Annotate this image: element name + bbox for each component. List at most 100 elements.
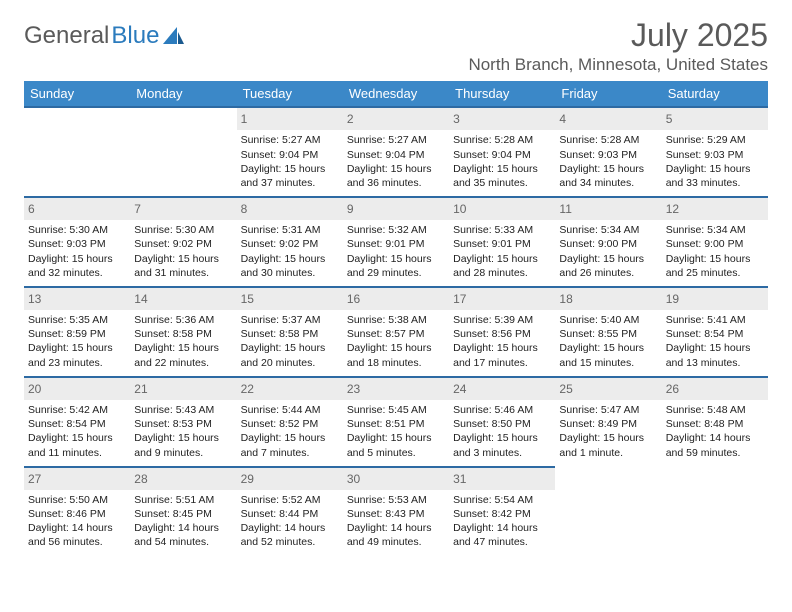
day-number: 9 <box>343 198 449 220</box>
day-details: Sunrise: 5:54 AMSunset: 8:42 PMDaylight:… <box>453 493 551 550</box>
day-details: Sunrise: 5:41 AMSunset: 8:54 PMDaylight:… <box>666 313 764 370</box>
weekday-friday: Friday <box>555 81 661 107</box>
day-details: Sunrise: 5:34 AMSunset: 9:00 PMDaylight:… <box>666 223 764 280</box>
calendar-day-cell: 28 Sunrise: 5:51 AMSunset: 8:45 PMDayligh… <box>130 467 236 556</box>
day-number: 13 <box>24 288 130 310</box>
day-details: Sunrise: 5:32 AMSunset: 9:01 PMDaylight:… <box>347 223 445 280</box>
day-details: Sunrise: 5:30 AMSunset: 9:03 PMDaylight:… <box>28 223 126 280</box>
day-details: Sunrise: 5:50 AMSunset: 8:46 PMDaylight:… <box>28 493 126 550</box>
day-details: Sunrise: 5:48 AMSunset: 8:48 PMDaylight:… <box>666 403 764 460</box>
calendar-day-cell: 15 Sunrise: 5:37 AMSunset: 8:58 PMDayligh… <box>237 287 343 377</box>
day-details: Sunrise: 5:51 AMSunset: 8:45 PMDaylight:… <box>134 493 232 550</box>
day-details: Sunrise: 5:30 AMSunset: 9:02 PMDaylight:… <box>134 223 232 280</box>
day-number: 29 <box>237 468 343 490</box>
day-number: 1 <box>237 108 343 130</box>
calendar-day-cell: 29 Sunrise: 5:52 AMSunset: 8:44 PMDayligh… <box>237 467 343 556</box>
day-number: 28 <box>130 468 236 490</box>
day-number: 26 <box>662 378 768 400</box>
calendar-day-cell: 16 Sunrise: 5:38 AMSunset: 8:57 PMDayligh… <box>343 287 449 377</box>
calendar-day-cell <box>555 467 661 556</box>
day-details: Sunrise: 5:27 AMSunset: 9:04 PMDaylight:… <box>241 133 339 190</box>
day-details: Sunrise: 5:38 AMSunset: 8:57 PMDaylight:… <box>347 313 445 370</box>
calendar-day-cell: 5 Sunrise: 5:29 AMSunset: 9:03 PMDaylight… <box>662 107 768 197</box>
calendar-week-row: 20 Sunrise: 5:42 AMSunset: 8:54 PMDayligh… <box>24 377 768 467</box>
day-details: Sunrise: 5:39 AMSunset: 8:56 PMDaylight:… <box>453 313 551 370</box>
logo-sail-icon <box>163 27 185 45</box>
day-details: Sunrise: 5:44 AMSunset: 8:52 PMDaylight:… <box>241 403 339 460</box>
day-number: 8 <box>237 198 343 220</box>
logo: GeneralBlue <box>24 22 185 50</box>
calendar-day-cell: 27 Sunrise: 5:50 AMSunset: 8:46 PMDayligh… <box>24 467 130 556</box>
weekday-thursday: Thursday <box>449 81 555 107</box>
day-number: 27 <box>24 468 130 490</box>
day-number: 15 <box>237 288 343 310</box>
calendar-day-cell: 25Sunrise: 5:47 AMSunset: 8:49 PMDayligh… <box>555 377 661 467</box>
logo-text-blue: Blue <box>111 22 159 50</box>
calendar-day-cell: 17Sunrise: 5:39 AMSunset: 8:56 PMDayligh… <box>449 287 555 377</box>
day-details: Sunrise: 5:29 AMSunset: 9:03 PMDaylight:… <box>666 133 764 190</box>
calendar-day-cell: 7Sunrise: 5:30 AMSunset: 9:02 PMDaylight… <box>130 197 236 287</box>
calendar-day-cell: 9 Sunrise: 5:32 AMSunset: 9:01 PMDaylight… <box>343 197 449 287</box>
day-number: 2 <box>343 108 449 130</box>
day-details: Sunrise: 5:28 AMSunset: 9:03 PMDaylight:… <box>559 133 657 190</box>
day-number: 20 <box>24 378 130 400</box>
day-number: 22 <box>237 378 343 400</box>
calendar-day-cell: 11 Sunrise: 5:34 AMSunset: 9:00 PMDayligh… <box>555 197 661 287</box>
day-details: Sunrise: 5:34 AMSunset: 9:00 PMDaylight:… <box>559 223 657 280</box>
day-details: Sunrise: 5:43 AMSunset: 8:53 PMDaylight:… <box>134 403 232 460</box>
calendar-day-cell: 31 Sunrise: 5:54 AMSunset: 8:42 PMDayligh… <box>449 467 555 556</box>
day-details: Sunrise: 5:52 AMSunset: 8:44 PMDaylight:… <box>241 493 339 550</box>
logo-text-general: General <box>24 22 109 50</box>
calendar-body: ..1Sunrise: 5:27 AMSunset: 9:04 PMDaylig… <box>24 107 768 555</box>
calendar-day-cell: 19 Sunrise: 5:41 AMSunset: 8:54 PMDayligh… <box>662 287 768 377</box>
day-number: 25 <box>555 378 661 400</box>
day-number: 5 <box>662 108 768 130</box>
day-number: 4 <box>555 108 661 130</box>
weekday-saturday: Saturday <box>662 81 768 107</box>
day-number: 6 <box>24 198 130 220</box>
day-number: 11 <box>555 198 661 220</box>
day-number: 3 <box>449 108 555 130</box>
calendar-day-cell: 14Sunrise: 5:36 AMSunset: 8:58 PMDayligh… <box>130 287 236 377</box>
day-number: 31 <box>449 468 555 490</box>
day-details: Sunrise: 5:36 AMSunset: 8:58 PMDaylight:… <box>134 313 232 370</box>
day-details: Sunrise: 5:37 AMSunset: 8:58 PMDaylight:… <box>241 313 339 370</box>
weekday-monday: Monday <box>130 81 236 107</box>
month-title: July 2025 <box>468 18 768 53</box>
day-number: 21 <box>130 378 236 400</box>
title-block: July 2025 North Branch, Minnesota, Unite… <box>468 18 768 75</box>
day-details: Sunrise: 5:27 AMSunset: 9:04 PMDaylight:… <box>347 133 445 190</box>
calendar-day-cell: 2 Sunrise: 5:27 AMSunset: 9:04 PMDaylight… <box>343 107 449 197</box>
calendar-day-cell: 26 Sunrise: 5:48 AMSunset: 8:48 PMDayligh… <box>662 377 768 467</box>
day-details: Sunrise: 5:40 AMSunset: 8:55 PMDaylight:… <box>559 313 657 370</box>
calendar-day-cell: 4 Sunrise: 5:28 AMSunset: 9:03 PMDaylight… <box>555 107 661 197</box>
day-details: Sunrise: 5:45 AMSunset: 8:51 PMDaylight:… <box>347 403 445 460</box>
day-details: Sunrise: 5:28 AMSunset: 9:04 PMDaylight:… <box>453 133 551 190</box>
day-details: Sunrise: 5:42 AMSunset: 8:54 PMDaylight:… <box>28 403 126 460</box>
calendar-week-row: 6 Sunrise: 5:30 AMSunset: 9:03 PMDaylight… <box>24 197 768 287</box>
day-number: 23 <box>343 378 449 400</box>
location-text: North Branch, Minnesota, United States <box>468 55 768 75</box>
day-details: Sunrise: 5:46 AMSunset: 8:50 PMDaylight:… <box>453 403 551 460</box>
calendar-day-cell: 30 Sunrise: 5:53 AMSunset: 8:43 PMDayligh… <box>343 467 449 556</box>
day-number: 10 <box>449 198 555 220</box>
calendar-week-row: 27 Sunrise: 5:50 AMSunset: 8:46 PMDayligh… <box>24 467 768 556</box>
calendar-day-cell: 6 Sunrise: 5:30 AMSunset: 9:03 PMDaylight… <box>24 197 130 287</box>
day-details: Sunrise: 5:35 AMSunset: 8:59 PMDaylight:… <box>28 313 126 370</box>
day-number: 30 <box>343 468 449 490</box>
calendar-week-row: ..1Sunrise: 5:27 AMSunset: 9:04 PMDaylig… <box>24 107 768 197</box>
day-number: 19 <box>662 288 768 310</box>
day-details: Sunrise: 5:53 AMSunset: 8:43 PMDaylight:… <box>347 493 445 550</box>
calendar-day-cell: 13 Sunrise: 5:35 AMSunset: 8:59 PMDayligh… <box>24 287 130 377</box>
calendar-day-cell: . <box>130 107 236 197</box>
calendar-day-cell: 8Sunrise: 5:31 AMSunset: 9:02 PMDaylight… <box>237 197 343 287</box>
weekday-sunday: Sunday <box>24 81 130 107</box>
calendar-day-cell <box>662 467 768 556</box>
day-details: Sunrise: 5:33 AMSunset: 9:01 PMDaylight:… <box>453 223 551 280</box>
header: GeneralBlue July 2025 North Branch, Minn… <box>24 18 768 75</box>
day-number: 18 <box>555 288 661 310</box>
calendar-day-cell: 10 Sunrise: 5:33 AMSunset: 9:01 PMDayligh… <box>449 197 555 287</box>
day-number: 16 <box>343 288 449 310</box>
weekday-tuesday: Tuesday <box>237 81 343 107</box>
calendar-table: Sunday Monday Tuesday Wednesday Thursday… <box>24 81 768 555</box>
